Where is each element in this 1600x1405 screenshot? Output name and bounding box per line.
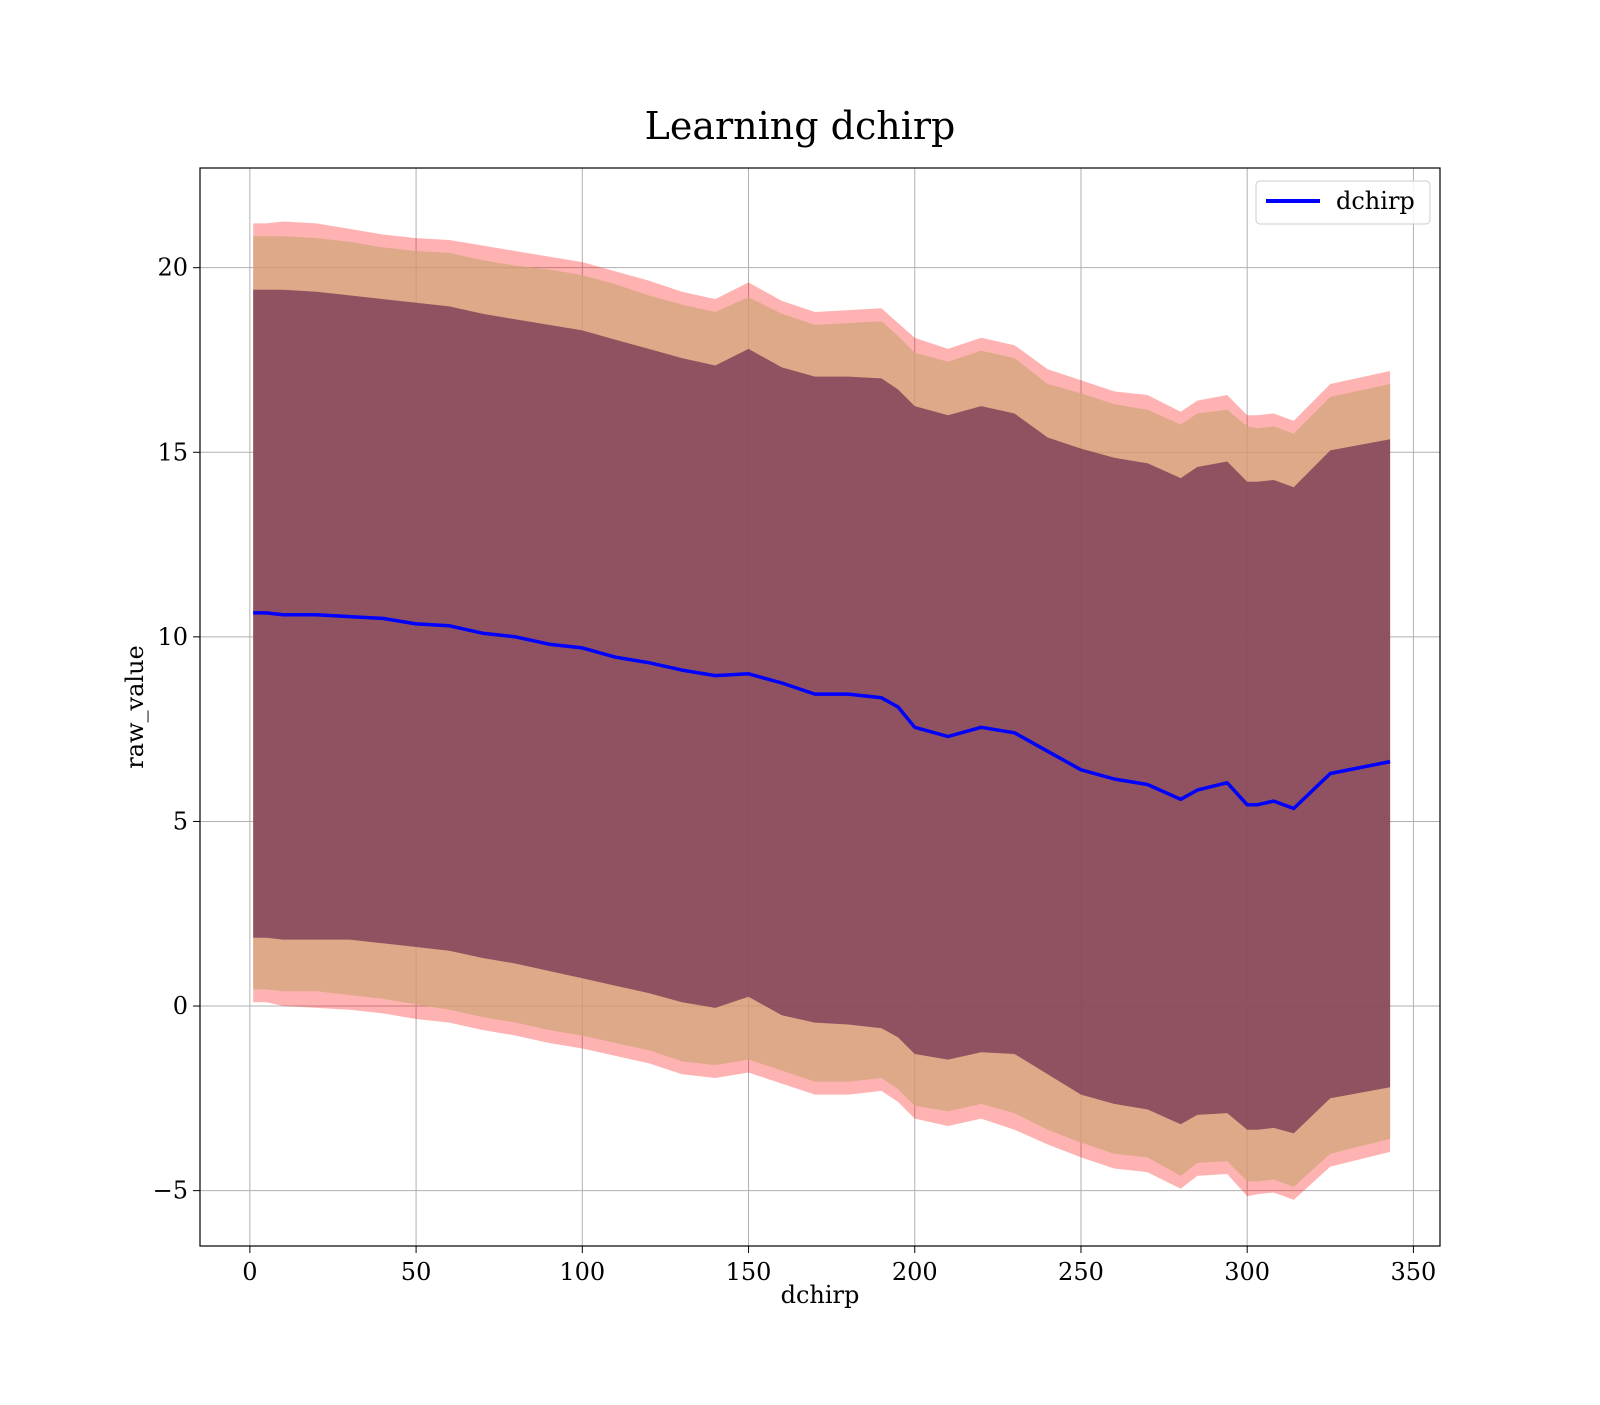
x-tick-label: 0 <box>242 1258 257 1286</box>
tick-layer: 0 50 100 150 200 250 300 350 −5 0 5 10 15 20 <box>153 254 1437 1286</box>
x-tick-label: 250 <box>1058 1258 1104 1286</box>
series-line-dchirp <box>253 611 1391 811</box>
x-tick-label: 300 <box>1224 1258 1270 1286</box>
y-tick-label: −5 <box>153 1177 188 1205</box>
line-layer <box>253 611 1391 811</box>
inner-band-area <box>253 289 1391 1134</box>
x-axis-label: dchirp <box>781 1281 860 1309</box>
x-tick-label: 150 <box>726 1258 772 1286</box>
y-axis-label: raw_value <box>121 645 149 769</box>
legend: dchirp <box>1255 180 1431 225</box>
y-tick-label: 0 <box>173 992 188 1020</box>
chart-title: Learning dchirp <box>645 104 956 148</box>
x-tick-label: 50 <box>401 1258 432 1286</box>
y-tick-label: 10 <box>157 623 188 651</box>
band-layer <box>253 221 1391 1200</box>
x-tick-label: 100 <box>559 1258 605 1286</box>
y-tick-label: 15 <box>157 438 188 466</box>
x-tick-label: 350 <box>1390 1258 1436 1286</box>
y-tick-label: 20 <box>157 254 188 282</box>
x-tick-label: 200 <box>892 1258 938 1286</box>
plot-frame <box>199 167 1441 1247</box>
legend-box <box>1255 180 1431 225</box>
y-tick-label: 5 <box>173 807 188 835</box>
legend-label-dchirp: dchirp <box>1336 187 1415 215</box>
